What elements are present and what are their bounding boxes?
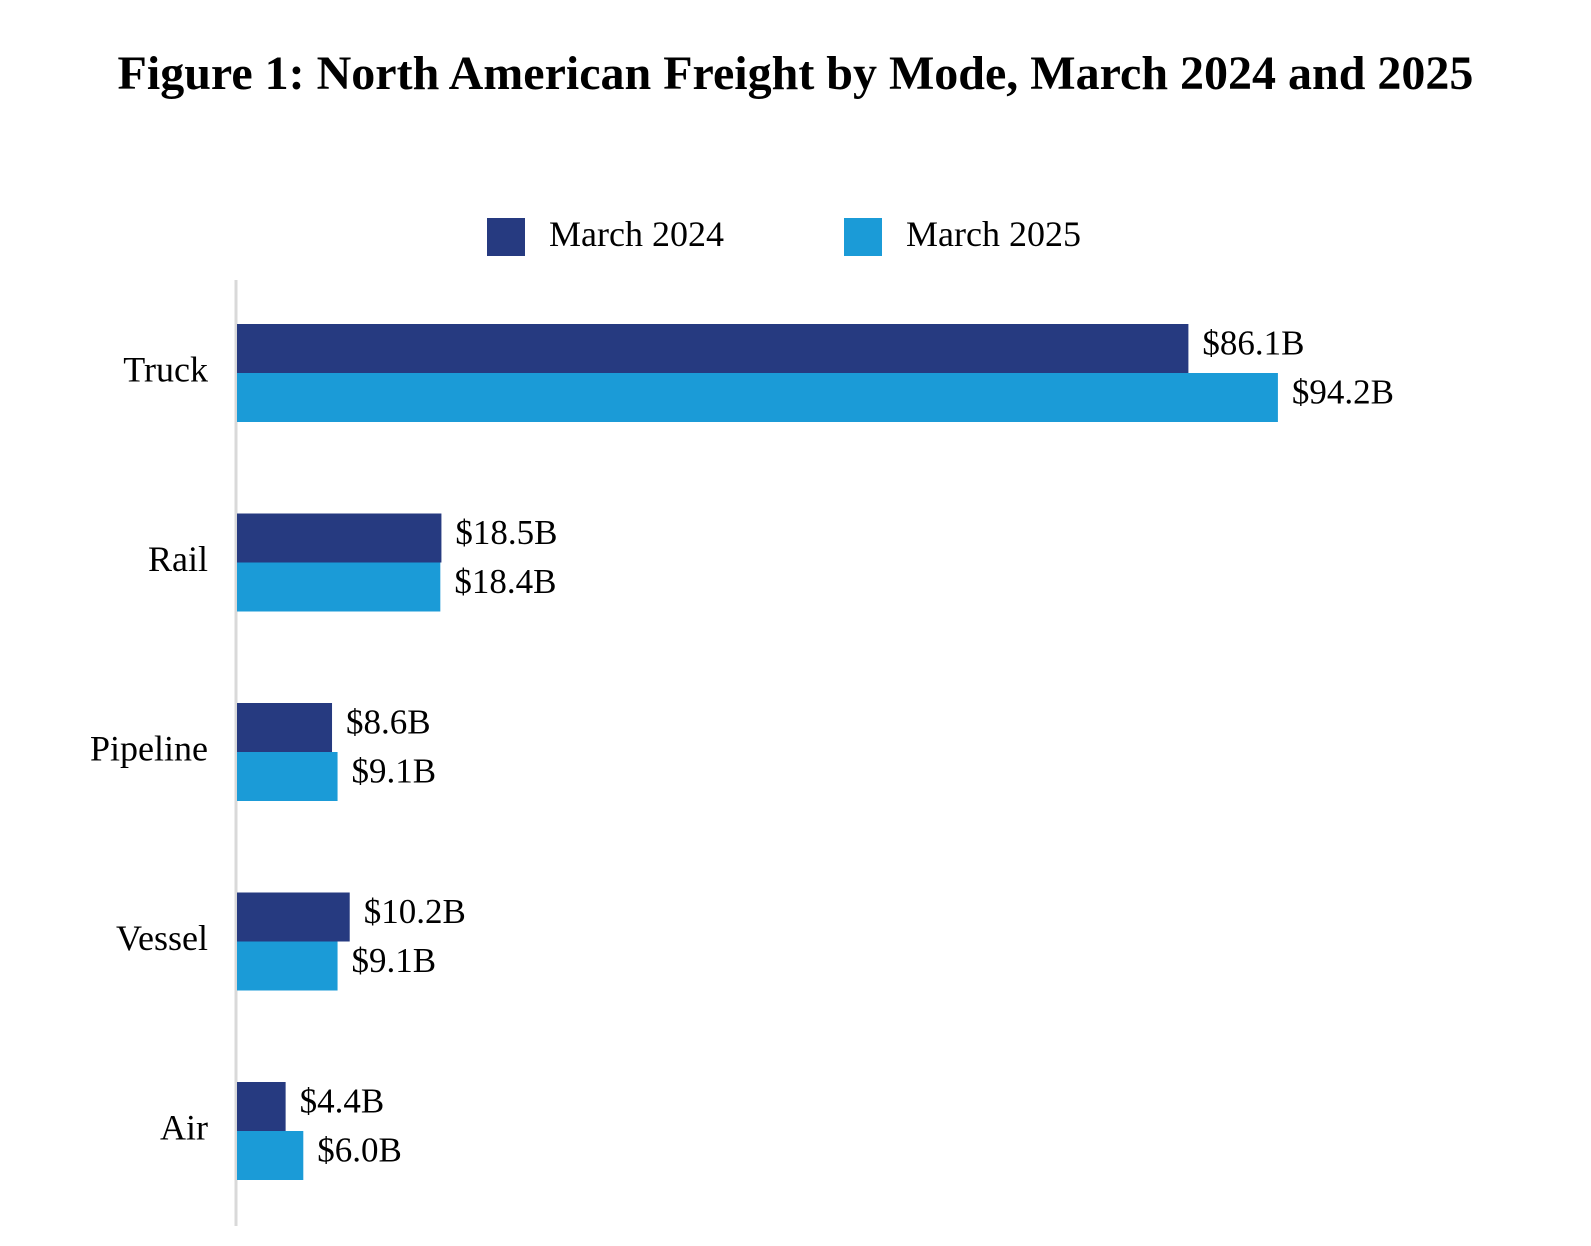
value-label-vessel-march-2025: $9.1B — [352, 941, 437, 980]
bar-air-march-2025 — [237, 1131, 304, 1180]
legend-swatch-march-2024 — [487, 218, 525, 256]
bar-vessel-march-2024 — [237, 892, 350, 942]
value-label-pipeline-march-2024: $8.6B — [346, 703, 431, 742]
value-label-pipeline-march-2025: $9.1B — [352, 752, 437, 791]
category-label-vessel: Vessel — [116, 918, 208, 958]
bar-rail-march-2025 — [237, 562, 441, 612]
bar-truck-march-2024 — [237, 324, 1189, 373]
category-label-pipeline: Pipeline — [90, 728, 208, 768]
value-label-air-march-2025: $6.0B — [317, 1131, 402, 1170]
bar-air-march-2024 — [237, 1082, 286, 1131]
legend-swatch-march-2025 — [844, 218, 882, 256]
category-labels: Truck Rail Pipeline Vessel Air — [90, 349, 208, 1147]
value-label-truck-march-2024: $86.1B — [1202, 324, 1304, 363]
value-label-rail-march-2024: $18.5B — [455, 513, 557, 552]
bar-pipeline-march-2024 — [237, 703, 333, 752]
bars-group — [237, 324, 1278, 1180]
value-label-truck-march-2025: $94.2B — [1292, 373, 1394, 412]
category-label-rail: Rail — [148, 539, 208, 579]
bar-truck-march-2025 — [237, 373, 1278, 422]
bar-pipeline-march-2025 — [237, 752, 338, 801]
bar-vessel-march-2025 — [237, 941, 338, 991]
value-label-vessel-march-2024: $10.2B — [364, 892, 466, 931]
chart-title: Figure 1: North American Freight by Mode… — [117, 47, 1474, 100]
legend-label-march-2025: March 2025 — [906, 214, 1081, 254]
category-label-truck: Truck — [123, 349, 208, 389]
value-labels: $86.1B $94.2B $18.5B $18.4B $8.6B $9.1B $10.2B… — [300, 324, 1394, 1170]
category-label-air: Air — [160, 1107, 208, 1147]
value-label-rail-march-2025: $18.4B — [454, 562, 556, 601]
legend-label-march-2024: March 2024 — [549, 214, 724, 254]
value-label-air-march-2024: $4.4B — [300, 1082, 385, 1121]
bar-rail-march-2024 — [237, 513, 442, 563]
chart-legend: March 2024 March 2025 — [0, 212, 1591, 256]
